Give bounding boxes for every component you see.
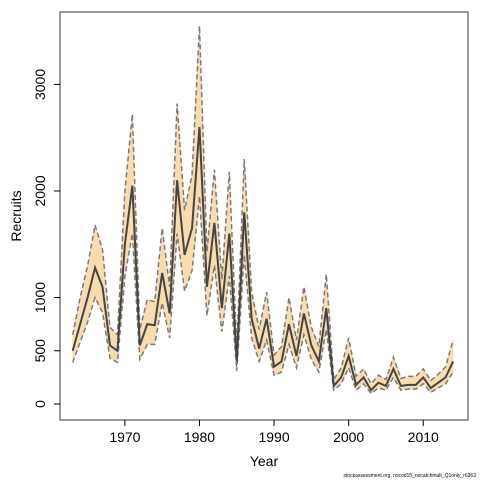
y-tick-label: 2000 xyxy=(32,175,48,206)
lower-bound xyxy=(71,196,454,395)
confidence-band xyxy=(408,376,417,390)
y-tick-label: 500 xyxy=(32,339,48,363)
x-tick-label: 1970 xyxy=(109,429,140,445)
y-tick-label: 0 xyxy=(32,400,48,408)
confidence-band xyxy=(273,345,282,376)
x-axis-title: Year xyxy=(250,453,279,469)
y-tick-label: 1000 xyxy=(32,282,48,313)
y-tick-label: 3000 xyxy=(32,69,48,100)
footnote: stockassessment.org, nscod15_nocatchmult… xyxy=(343,473,476,479)
x-tick-label: 2000 xyxy=(333,429,364,445)
estimate-line xyxy=(71,126,454,392)
plot-frame xyxy=(59,11,469,421)
x-tick-label: 1990 xyxy=(258,429,289,445)
confidence-band xyxy=(146,299,156,345)
y-axis-title: Recruits xyxy=(8,190,24,241)
confidence-band xyxy=(109,326,118,363)
x-tick-label: 2010 xyxy=(408,429,439,445)
upper-bound xyxy=(71,25,454,386)
x-tick-label: 1980 xyxy=(184,429,215,445)
